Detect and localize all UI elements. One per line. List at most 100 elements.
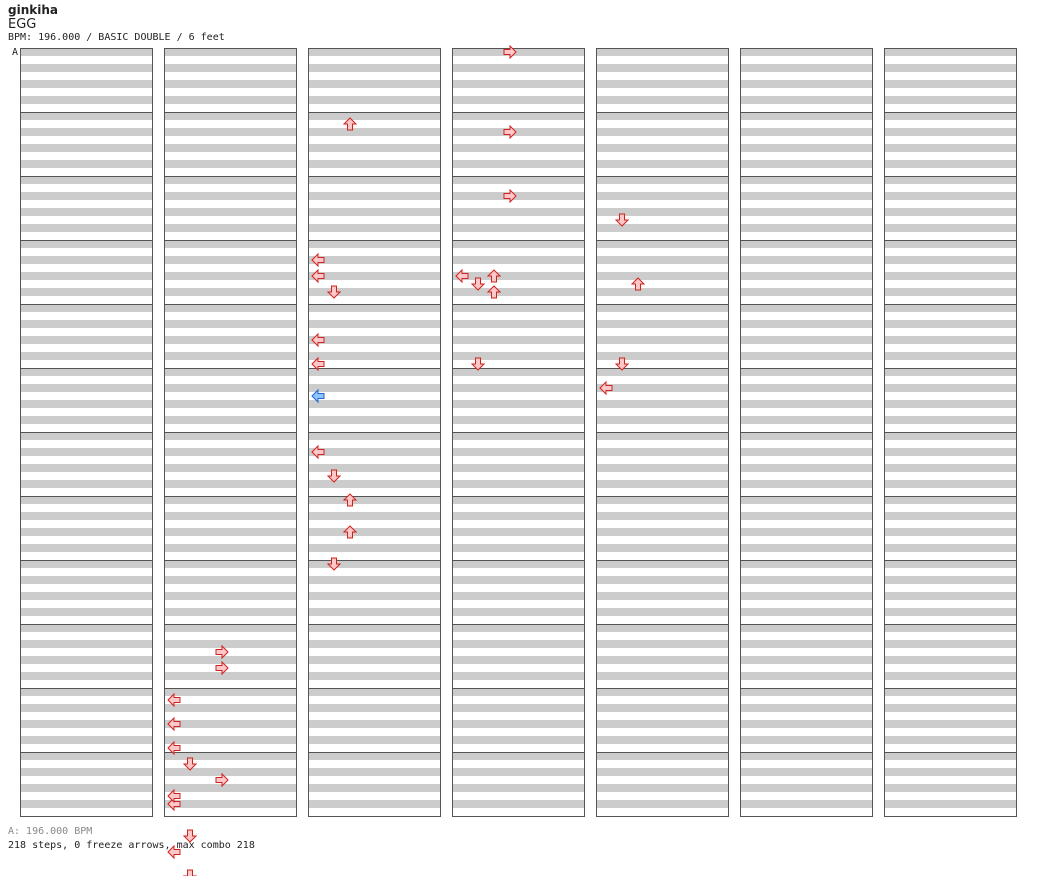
- beat-row: [740, 720, 872, 728]
- beat-row: [20, 616, 152, 624]
- beat-row: [740, 120, 872, 128]
- beat-row: [740, 216, 872, 224]
- beat-row: [308, 536, 440, 544]
- beat-row: [884, 328, 1016, 336]
- beat-row: [308, 200, 440, 208]
- beat-row: [452, 496, 584, 504]
- beat-row: [452, 728, 584, 736]
- beat-row: [308, 632, 440, 640]
- beat-row: [452, 168, 584, 176]
- beat-row: [452, 784, 584, 792]
- beat-row: [740, 632, 872, 640]
- beat-row: [308, 272, 440, 280]
- beat-row: [884, 416, 1016, 424]
- beat-row: [740, 480, 872, 488]
- beat-row: [20, 424, 152, 432]
- beat-row: [20, 496, 152, 504]
- beat-row: [596, 440, 728, 448]
- beat-row: [308, 56, 440, 64]
- beat-row: [20, 488, 152, 496]
- beat-row: [308, 240, 440, 248]
- beat-row: [308, 424, 440, 432]
- beat-row: [884, 728, 1016, 736]
- beat-row: [308, 368, 440, 376]
- beat-row: [884, 672, 1016, 680]
- beat-row: [452, 408, 584, 416]
- beat-row: [20, 216, 152, 224]
- beat-row: [884, 744, 1016, 752]
- beat-row: [596, 568, 728, 576]
- beat-row: [452, 640, 584, 648]
- beat-row: [740, 584, 872, 592]
- beat-row: [164, 408, 296, 416]
- beat-row: [452, 760, 584, 768]
- beat-row: [20, 608, 152, 616]
- beat-row: [452, 352, 584, 360]
- beat-row: [308, 720, 440, 728]
- beat-row: [884, 320, 1016, 328]
- beat-row: [884, 160, 1016, 168]
- beat-row: [164, 496, 296, 504]
- beat-row: [308, 360, 440, 368]
- beat-row: [452, 592, 584, 600]
- beat-row: [884, 800, 1016, 808]
- beat-row: [740, 56, 872, 64]
- beat-row: [596, 592, 728, 600]
- beat-row: [308, 304, 440, 312]
- beat-row: [308, 520, 440, 528]
- beat-row: [20, 696, 152, 704]
- beat-row: [884, 200, 1016, 208]
- beat-row: [452, 136, 584, 144]
- beat-row: [596, 400, 728, 408]
- beat-row: [452, 488, 584, 496]
- beat-row: [596, 720, 728, 728]
- beat-row: [20, 440, 152, 448]
- beat-row: [740, 432, 872, 440]
- chart-column: [308, 48, 441, 817]
- beat-row: [308, 672, 440, 680]
- beat-row: [20, 800, 152, 808]
- beat-row: [164, 136, 296, 144]
- beat-row: [164, 544, 296, 552]
- beat-row: [740, 552, 872, 560]
- beat-row: [20, 208, 152, 216]
- beat-row: [164, 352, 296, 360]
- beat-row: [740, 144, 872, 152]
- beat-row: [452, 368, 584, 376]
- beat-row: [740, 624, 872, 632]
- beat-row: [20, 96, 152, 104]
- beat-row: [596, 784, 728, 792]
- song-artist: ginkiha: [8, 3, 58, 17]
- beat-row: [164, 552, 296, 560]
- beat-row: [452, 560, 584, 568]
- beat-row: [884, 760, 1016, 768]
- beat-row: [452, 200, 584, 208]
- beat-row: [596, 688, 728, 696]
- beat-row: [596, 368, 728, 376]
- beat-row: [884, 768, 1016, 776]
- beat-row: [596, 304, 728, 312]
- beat-row: [164, 96, 296, 104]
- beat-row: [20, 768, 152, 776]
- beat-row: [20, 344, 152, 352]
- beat-row: [308, 648, 440, 656]
- beat-row: [596, 496, 728, 504]
- beat-row: [20, 64, 152, 72]
- beat-row: [884, 640, 1016, 648]
- beat-row: [20, 232, 152, 240]
- beat-row: [308, 608, 440, 616]
- beat-row: [164, 128, 296, 136]
- beat-row: [740, 128, 872, 136]
- beat-row: [452, 184, 584, 192]
- beat-row: [308, 528, 440, 536]
- beat-row: [884, 584, 1016, 592]
- beat-row: [596, 80, 728, 88]
- beat-row: [308, 680, 440, 688]
- beat-row: [164, 104, 296, 112]
- beat-row: [596, 624, 728, 632]
- beat-row: [884, 552, 1016, 560]
- beat-row: [308, 440, 440, 448]
- beat-row: [20, 432, 152, 440]
- beat-row: [308, 328, 440, 336]
- beat-row: [884, 288, 1016, 296]
